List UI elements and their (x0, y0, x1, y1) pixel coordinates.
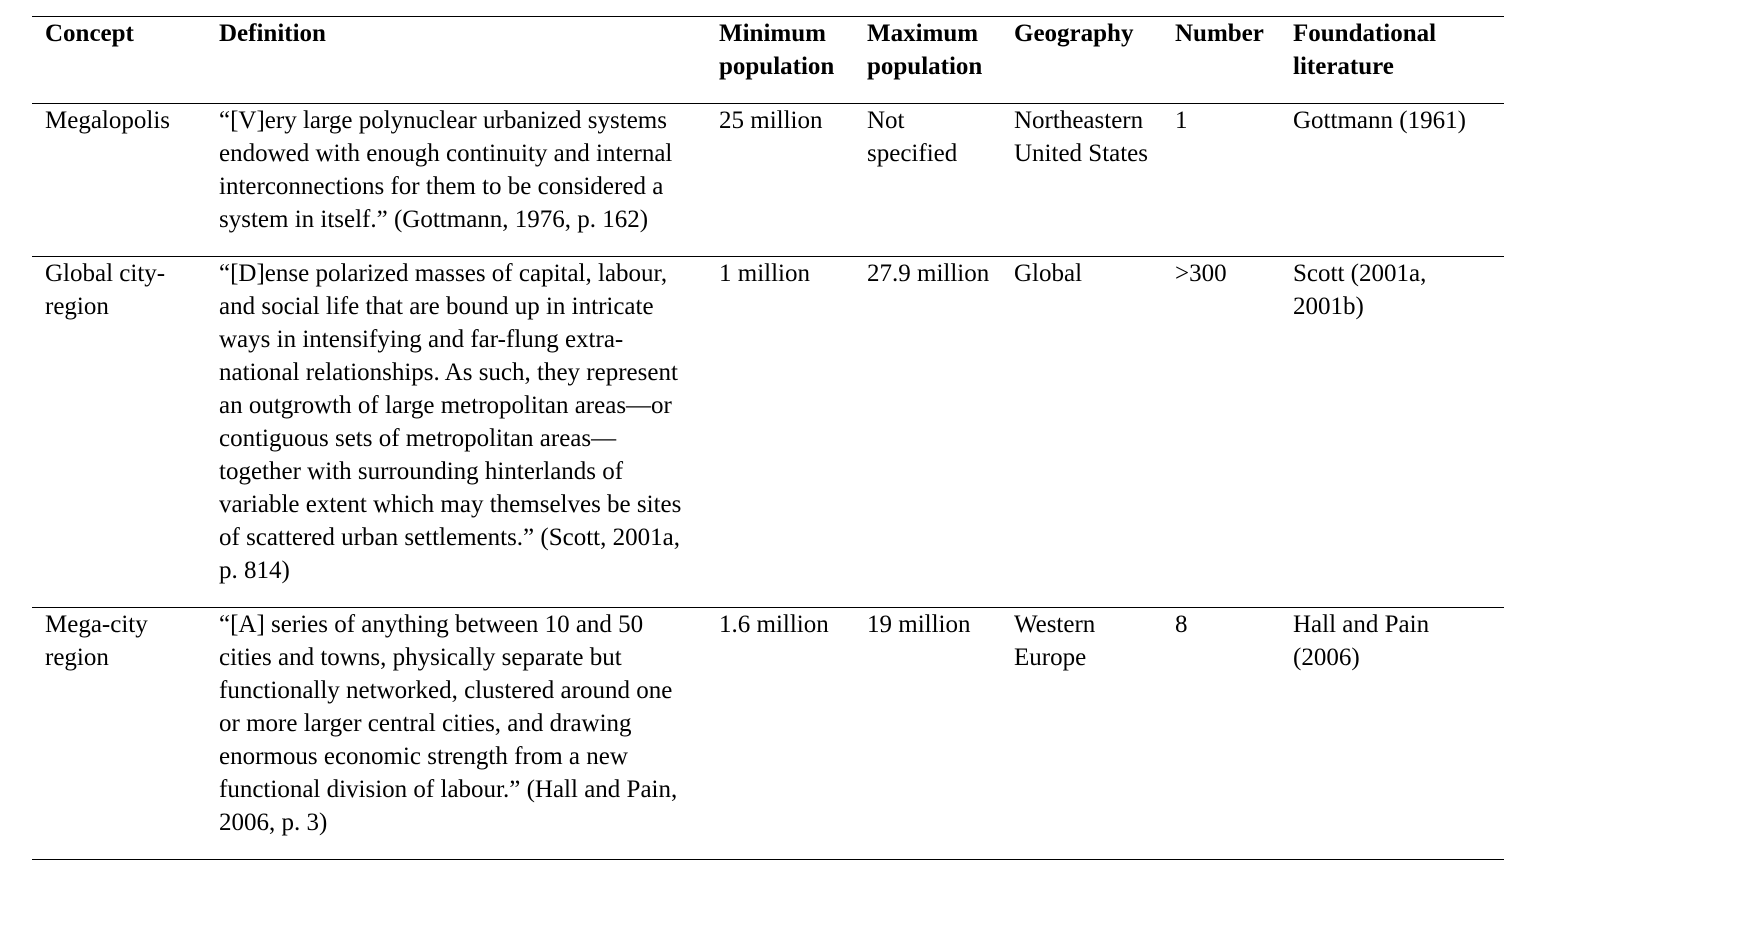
header-row: Concept Definition Minimum population Ma… (32, 16, 1504, 104)
header-geography: Geography (1001, 16, 1162, 104)
table-row: Global city-region “[D]ense polarized ma… (32, 256, 1504, 608)
cell-number: 1 (1162, 103, 1280, 257)
cell-definition: “[V]ery large polynuclear urbanized syst… (206, 103, 706, 257)
cell-definition: “[D]ense polarized masses of capital, la… (206, 256, 706, 608)
concepts-table-container: Concept Definition Minimum population Ma… (32, 16, 1504, 860)
header-maximum-population: Maximum population (854, 16, 1001, 104)
cell-concept: Global city-region (32, 256, 206, 608)
header-minimum-population: Minimum population (706, 16, 854, 104)
cell-concept: Mega-city region (32, 607, 206, 860)
cell-geography: Northeastern United States (1001, 103, 1162, 257)
cell-minimum-population: 1.6 million (706, 607, 854, 860)
table-row: Megalopolis “[V]ery large polynuclear ur… (32, 103, 1504, 257)
cell-maximum-population: Not specified (854, 103, 1001, 257)
cell-geography: Western Europe (1001, 607, 1162, 860)
cell-geography: Global (1001, 256, 1162, 608)
cell-concept: Megalopolis (32, 103, 206, 257)
cell-minimum-population: 1 million (706, 256, 854, 608)
header-number: Number (1162, 16, 1280, 104)
cell-foundational-literature: Scott (2001a, 2001b) (1280, 256, 1504, 608)
table-row: Mega-city region “[A] series of anything… (32, 607, 1504, 860)
header-concept: Concept (32, 16, 206, 104)
cell-number: >300 (1162, 256, 1280, 608)
header-definition: Definition (206, 16, 706, 104)
header-foundational-literature: Foundational literature (1280, 16, 1504, 104)
cell-minimum-population: 25 million (706, 103, 854, 257)
concepts-table: Concept Definition Minimum population Ma… (32, 16, 1504, 860)
cell-maximum-population: 27.9 million (854, 256, 1001, 608)
table-body: Megalopolis “[V]ery large polynuclear ur… (32, 103, 1504, 860)
cell-maximum-population: 19 million (854, 607, 1001, 860)
cell-foundational-literature: Hall and Pain (2006) (1280, 607, 1504, 860)
cell-definition: “[A] series of anything between 10 and 5… (206, 607, 706, 860)
table-header: Concept Definition Minimum population Ma… (32, 16, 1504, 104)
cell-number: 8 (1162, 607, 1280, 860)
cell-foundational-literature: Gottmann (1961) (1280, 103, 1504, 257)
